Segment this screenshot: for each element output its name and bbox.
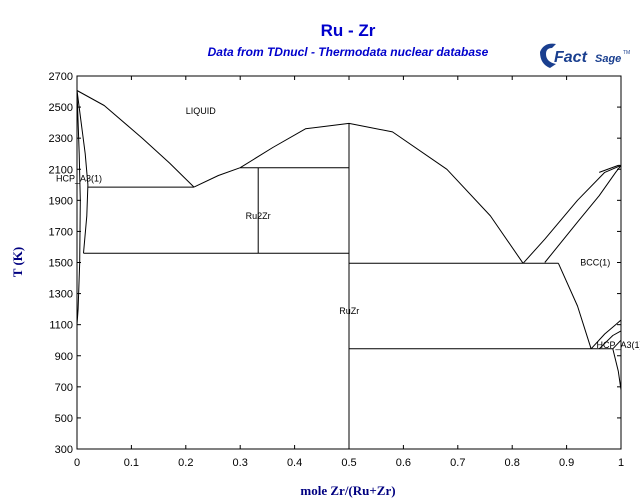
y-tick-label: 1100: [49, 320, 73, 332]
y-tick-label: 700: [55, 382, 73, 394]
y-tick-label: 1900: [49, 195, 73, 207]
phase-labels: LIQUID HCP_A3(1) Ru2Zr RuZr BCC(1) HCP_A3(1): [56, 106, 640, 350]
phase-boundary-16: [598, 330, 622, 350]
phase-boundaries: [76, 90, 622, 449]
phase-boundary-5: [76, 90, 89, 254]
x-tick-label: 0.3: [233, 457, 248, 469]
chart-title: Ru - Zr: [321, 21, 376, 40]
logo-tm: TM: [623, 50, 630, 56]
y-tick-label: 2500: [49, 102, 73, 114]
phase-boundary-4: [599, 164, 621, 173]
y-tick-label: 1500: [49, 258, 73, 270]
phase-boundary-17: [612, 348, 622, 390]
phase-boundary-18: [612, 339, 622, 350]
x-tick-label: 0.5: [341, 457, 356, 469]
phase-label: HCP_A3(1): [56, 174, 102, 184]
x-tick-label: 0.9: [559, 457, 574, 469]
phase-label: HCP_A3(1): [597, 340, 640, 350]
phase-boundary-0: [76, 90, 195, 188]
phase-boundary-3: [544, 165, 622, 263]
phase-label: BCC(1): [580, 258, 610, 268]
x-tick-label: 0.8: [505, 457, 520, 469]
factsage-logo: Fact Sage TM: [540, 43, 630, 68]
y-tick-label: 2300: [49, 133, 73, 145]
x-tick-label: 0.7: [450, 457, 465, 469]
y-tick-label: 500: [55, 413, 73, 425]
phase-boundary-6: [76, 90, 81, 325]
x-axis: 0 0.1 0.2 0.3 0.4 0.5 0.6 0.7 0.8 0.9 1: [74, 76, 624, 469]
phase-label: Ru2Zr: [246, 211, 271, 221]
phase-boundary-13: [557, 263, 592, 349]
x-tick-label: 0.6: [396, 457, 411, 469]
y-tick-label: 2100: [49, 164, 73, 176]
y-axis: 300 500 700 900 1100 1300 1500 1700 1900 2100 2300…: [49, 71, 621, 456]
chart-subtitle: Data from TDnucl - Thermodata nuclear da…: [208, 45, 489, 59]
phase-label: RuZr: [339, 306, 359, 316]
phase-label: LIQUID: [186, 106, 217, 116]
logo-text-sub: Sage: [595, 53, 621, 65]
x-tick-label: 0: [74, 457, 80, 469]
y-tick-label: 1300: [49, 289, 73, 301]
phase-boundary-1: [193, 122, 524, 264]
x-tick-label: 0.4: [287, 457, 302, 469]
logo-swoosh-icon: [540, 43, 556, 68]
x-tick-label: 0.1: [124, 457, 139, 469]
logo-text-main: Fact: [554, 49, 588, 66]
x-tick-label: 0.2: [178, 457, 193, 469]
phase-boundary-2: [522, 164, 622, 264]
y-tick-label: 1700: [49, 226, 73, 238]
y-tick-label: 900: [55, 351, 73, 363]
y-tick-label: 2700: [49, 71, 73, 83]
x-tick-label: 1: [618, 457, 624, 469]
y-axis-label: T (K): [10, 247, 25, 277]
x-axis-label: mole Zr/(Ru+Zr): [300, 483, 395, 498]
y-tick-label: 300: [55, 444, 73, 456]
phase-boundary-15: [590, 319, 622, 350]
